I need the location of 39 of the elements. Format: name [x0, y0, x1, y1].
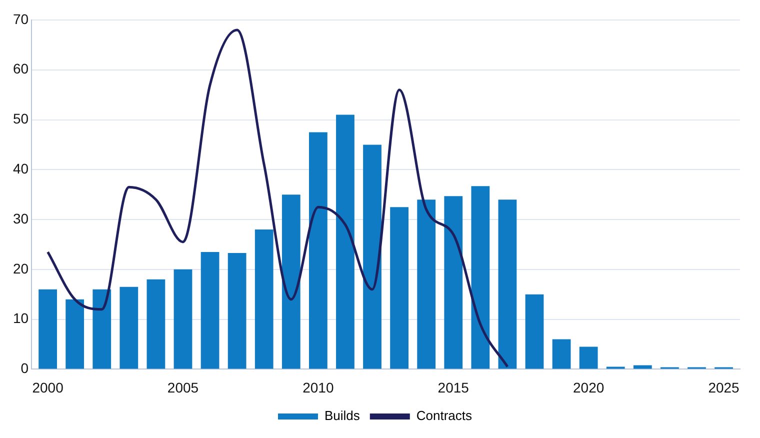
- legend-label: Builds: [324, 408, 360, 424]
- bar: [363, 144, 382, 369]
- line-series: [46, 28, 509, 368]
- x-tick-label: 2015: [438, 379, 470, 396]
- x-tick-label: 2005: [167, 379, 199, 396]
- bar: [308, 132, 328, 369]
- y-tick-label: 70: [12, 10, 29, 27]
- bar: [66, 299, 84, 369]
- bar: [579, 346, 598, 369]
- y-tick-label: 60: [12, 60, 29, 77]
- bar: [390, 207, 408, 369]
- bar: [282, 194, 300, 369]
- x-tick-label: 2000: [32, 379, 64, 396]
- x-tick-label: 2010: [302, 379, 334, 396]
- bar: [174, 269, 192, 369]
- bar: [146, 279, 166, 369]
- y-tick-label: 10: [12, 310, 29, 326]
- bar: [336, 114, 354, 369]
- bar: [525, 294, 544, 369]
- bar: [444, 196, 463, 369]
- bar: [120, 286, 138, 369]
- y-tick-label: 0: [20, 360, 29, 376]
- x-tick-label: 2025: [708, 379, 740, 396]
- bar: [92, 289, 112, 369]
- legend-label: Contracts: [416, 408, 473, 424]
- x-tick-label: 2020: [573, 379, 604, 396]
- bar: [38, 289, 57, 369]
- bar: [633, 365, 652, 369]
- bar: [228, 252, 246, 369]
- bar: [200, 252, 220, 369]
- y-tick-label: 40: [12, 160, 29, 177]
- bar: [417, 200, 436, 369]
- y-tick-label: 30: [12, 210, 29, 226]
- y-tick-label: 50: [12, 110, 29, 127]
- bar: [552, 339, 571, 369]
- bar: [498, 200, 517, 369]
- bar: [254, 230, 274, 369]
- bar: [471, 186, 490, 369]
- y-tick-label: 20: [12, 260, 29, 276]
